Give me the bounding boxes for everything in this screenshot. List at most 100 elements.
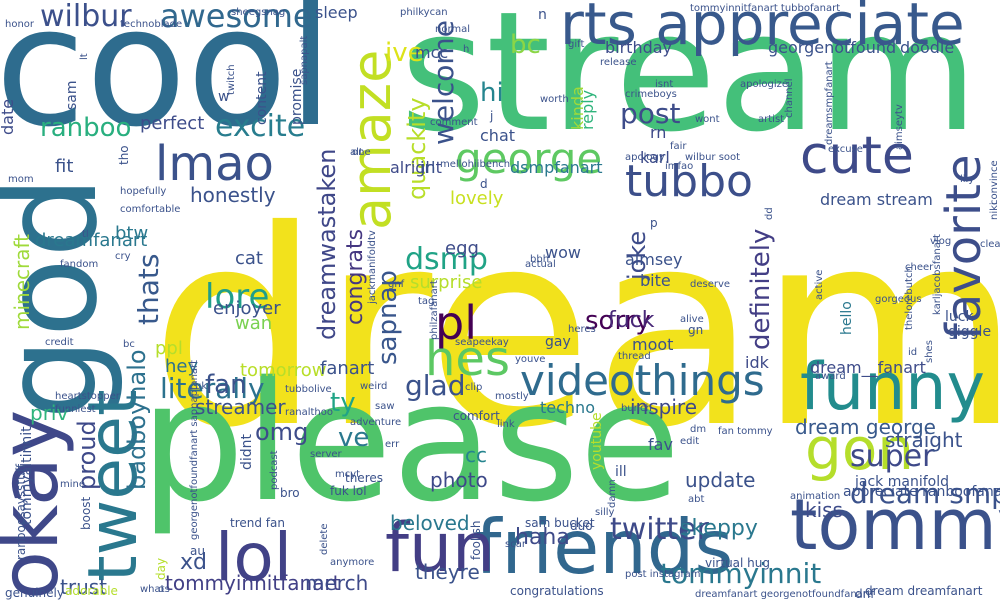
word: dream__fanart [810,358,926,377]
word: comment [430,117,478,128]
word: gift [568,39,585,50]
word: perfect [140,113,205,134]
word: congrats [343,228,368,325]
word: lt [79,53,90,60]
word: trend fan [230,516,285,530]
word: sorry [585,306,651,336]
word: alive [680,314,704,325]
word: enjoyer [213,298,281,319]
word: georgenotfoundfanart sapnapfanart [189,359,200,540]
word: silly [595,507,615,518]
word: please [140,346,681,538]
word: philzafanart [429,280,440,340]
word: shes [924,340,935,363]
word: hey [165,356,199,377]
word: release [600,57,637,68]
word: mellohiibench [440,159,511,170]
word: fuck [608,308,655,333]
word: comfort [453,409,500,423]
word: link [497,419,515,430]
word: bbh [530,254,550,265]
word: cat [235,248,263,269]
word: funniest [55,404,96,415]
word: post [620,97,681,130]
word: tho [117,145,131,165]
word: ve [338,423,370,453]
word: whats [140,584,170,595]
word: dream smp [850,477,1000,510]
word: one [352,147,371,158]
word: lily [960,174,975,185]
word: wow [545,243,581,262]
word: hopefully [120,186,167,197]
word: omg [255,418,309,446]
word: tubbolive [285,384,332,395]
word: hes [425,331,510,387]
word: btw [115,223,149,244]
word: mcc [415,43,449,62]
word: twitter [610,512,709,547]
word: honor [5,19,35,30]
word: tommyinnitfanart tubbofanart [690,3,841,14]
word: cheer [905,262,934,273]
word: dreamsmpfanart [824,61,835,145]
word: honestly [190,183,276,207]
word: fit [55,156,74,177]
word: sleep [315,3,358,22]
word: awesome [160,0,313,35]
word: idk [745,353,769,372]
word: george [455,134,603,183]
word: dream stream [820,190,933,209]
word: didnt [239,433,255,470]
word: rts appreciate [560,0,965,58]
word: thelorebutch [904,266,915,330]
word: dm [690,424,707,435]
word: o [158,584,165,595]
word: fan tommy [718,426,773,437]
word: content [254,71,270,125]
word: adventure [350,417,402,428]
word: bc [510,30,541,60]
word: scar [505,539,526,550]
word: fav [648,435,673,454]
word: sapnapalt [299,35,310,85]
word: aimseytv [894,104,905,150]
word: appreciate ranboofanart [843,484,1000,500]
word: server [310,449,342,460]
word: theres [345,471,383,485]
word: fun [385,509,496,588]
word: heartstopper [55,391,120,402]
word: fair [670,141,687,152]
word: photo [430,468,488,492]
word: au [190,544,205,558]
word: cool [0,0,334,163]
word: ty [330,388,356,418]
word: thread [618,351,651,362]
word: apology [625,152,665,163]
word: heres [568,324,596,335]
word: vlog [930,236,952,247]
word: seapeekay [455,337,509,348]
word: kiss [805,498,843,522]
word: imfao [665,161,694,172]
word: wilbur soot [685,152,741,163]
word: ill [615,464,627,480]
word: super [850,439,935,474]
word: stream [400,0,979,168]
word: tomorrow [240,360,327,381]
word: h [463,44,470,55]
word: err [385,439,400,450]
word: georgenotfound [768,38,897,57]
word: post instagram [625,569,701,580]
word: sheegsnag [231,7,286,18]
word: techno [540,398,595,417]
word: isnt [655,79,674,90]
word: skeppy [680,516,758,541]
word: theyre [415,560,480,584]
word: genuinely [5,586,64,600]
word: okay [0,409,76,600]
word: update [685,468,756,492]
word: wont [695,114,720,125]
word: karl [640,148,670,167]
word: streamer [195,395,286,419]
